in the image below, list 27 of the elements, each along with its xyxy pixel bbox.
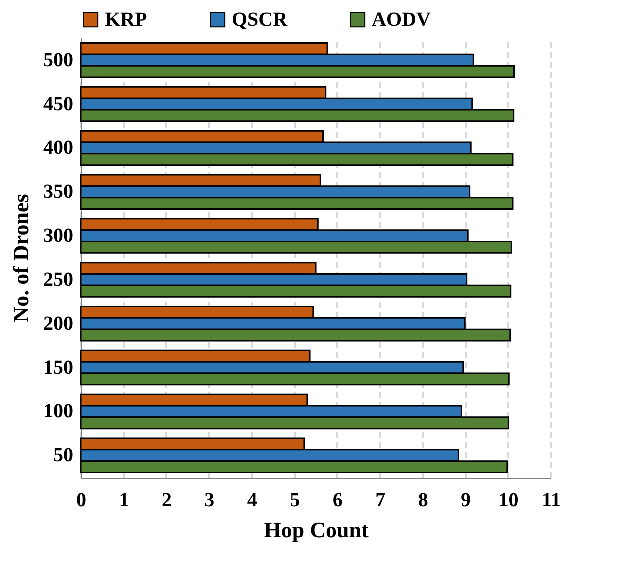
x-tick-label: 2: [162, 490, 172, 512]
y-tick-label: 250: [44, 268, 74, 291]
y-tick-label: 500: [44, 49, 74, 72]
x-tick-label: 4: [247, 490, 258, 512]
x-tick-label: 10: [498, 490, 519, 512]
legend-label: QSCR: [232, 9, 288, 31]
x-axis-title: Hop Count: [264, 518, 370, 542]
y-tick-label: 100: [44, 400, 74, 423]
legend-label: KRP: [105, 9, 148, 31]
x-tick-label: 9: [461, 490, 472, 512]
x-tick-label: 6: [332, 490, 343, 512]
y-tick-label: 400: [44, 137, 74, 160]
x-tick-label: 1: [119, 490, 130, 512]
y-tick-label: 50: [54, 444, 74, 467]
x-tick-label: 7: [376, 490, 386, 512]
y-axis-title: No. of Drones: [8, 194, 34, 323]
y-tick-label: 450: [44, 93, 74, 116]
y-tick-label: 150: [44, 356, 74, 379]
y-tick-label: 300: [44, 225, 74, 248]
x-tick-label: 5: [290, 490, 300, 512]
x-tick-label: 11: [542, 490, 561, 512]
y-tick-label: 200: [44, 312, 74, 335]
x-tick-label: 0: [76, 490, 86, 512]
y-tick-label: 350: [44, 181, 74, 204]
x-tick-label: 3: [204, 490, 215, 512]
x-tick-label: 8: [418, 490, 428, 512]
legend-label: AODV: [372, 9, 432, 31]
